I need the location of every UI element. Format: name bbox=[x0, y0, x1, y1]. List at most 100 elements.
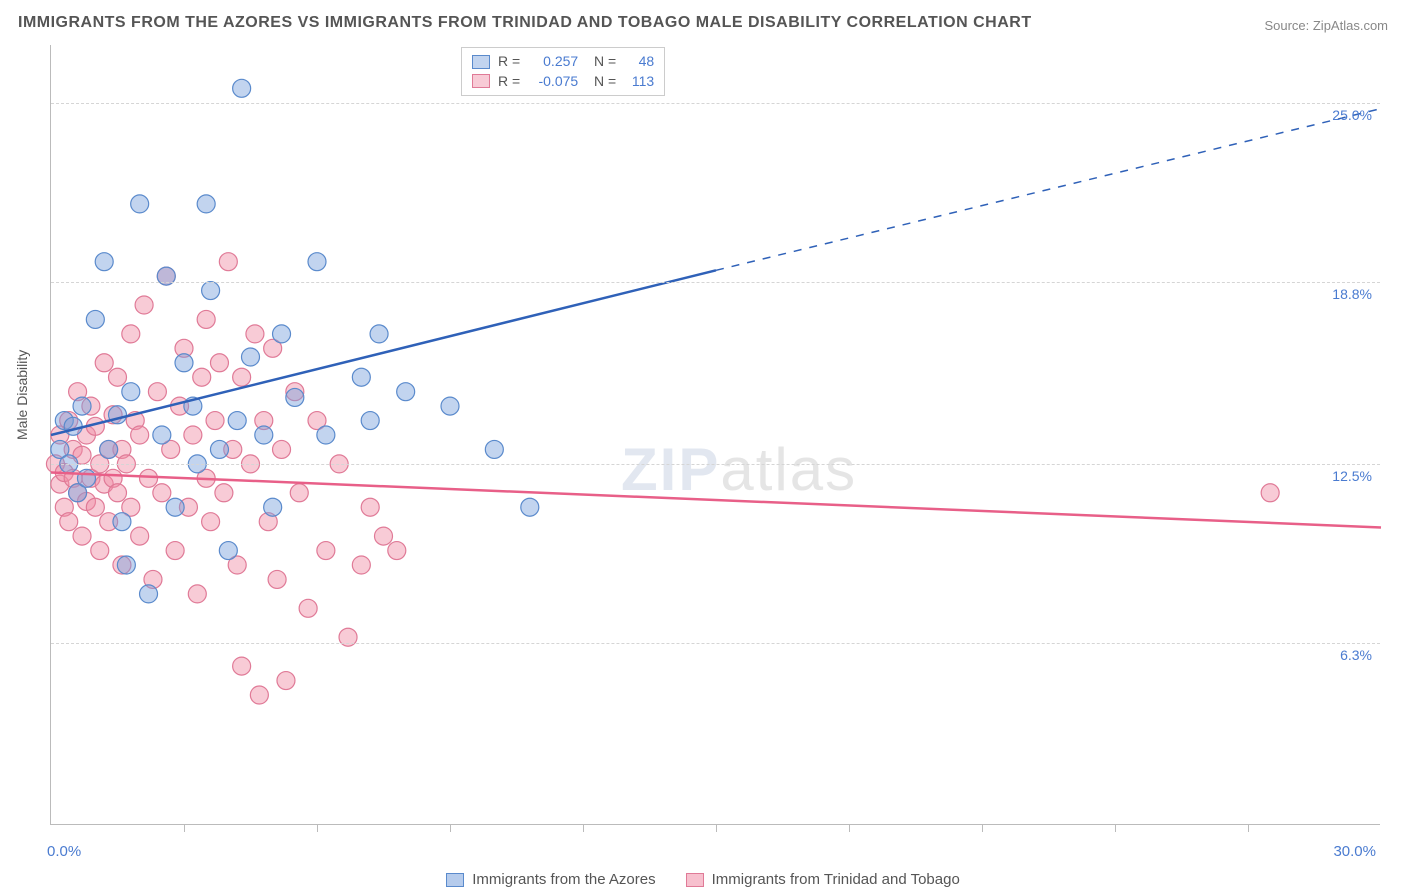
data-point bbox=[233, 79, 251, 97]
data-point bbox=[268, 570, 286, 588]
data-point bbox=[86, 310, 104, 328]
data-point bbox=[202, 513, 220, 531]
legend-r-label: R = bbox=[498, 52, 520, 72]
data-point bbox=[485, 440, 503, 458]
data-point bbox=[91, 542, 109, 560]
legend-n-label: N = bbox=[586, 52, 616, 72]
data-point bbox=[521, 498, 539, 516]
y-tick-label: 12.5% bbox=[1332, 468, 1372, 484]
gridline bbox=[51, 103, 1380, 104]
y-axis-title: Male Disability bbox=[14, 350, 30, 440]
bottom-swatch-a bbox=[446, 873, 464, 887]
data-point bbox=[140, 469, 158, 487]
data-point bbox=[197, 195, 215, 213]
legend-inset: R = 0.257 N = 48 R = -0.075 N = 113 bbox=[461, 47, 665, 96]
data-point bbox=[317, 426, 335, 444]
data-point bbox=[86, 498, 104, 516]
data-point bbox=[188, 585, 206, 603]
data-point bbox=[60, 513, 78, 531]
data-point bbox=[228, 412, 246, 430]
chart-title: IMMIGRANTS FROM THE AZORES VS IMMIGRANTS… bbox=[18, 14, 1032, 32]
plot-area: ZIPatlas R = 0.257 N = 48 R = -0.075 N =… bbox=[50, 45, 1380, 825]
data-point bbox=[140, 585, 158, 603]
data-point bbox=[388, 542, 406, 560]
data-point bbox=[113, 513, 131, 531]
data-point bbox=[219, 542, 237, 560]
legend-n-b: 113 bbox=[624, 72, 654, 92]
data-point bbox=[352, 368, 370, 386]
x-start-label: 0.0% bbox=[47, 843, 81, 860]
data-point bbox=[233, 657, 251, 675]
source-attribution: Source: ZipAtlas.com bbox=[1264, 18, 1388, 33]
data-point bbox=[397, 383, 415, 401]
data-point bbox=[109, 368, 127, 386]
data-point bbox=[308, 253, 326, 271]
x-tick bbox=[716, 824, 717, 832]
legend-swatch-a bbox=[472, 55, 490, 69]
data-point bbox=[131, 527, 149, 545]
data-point bbox=[166, 542, 184, 560]
data-point bbox=[242, 348, 260, 366]
data-point bbox=[215, 484, 233, 502]
chart-svg bbox=[51, 45, 1380, 824]
data-point bbox=[184, 426, 202, 444]
data-point bbox=[286, 388, 304, 406]
data-point bbox=[361, 412, 379, 430]
bottom-legend-a: Immigrants from the Azores bbox=[446, 871, 655, 888]
data-point bbox=[175, 354, 193, 372]
x-tick bbox=[184, 824, 185, 832]
data-point bbox=[131, 195, 149, 213]
data-point bbox=[246, 325, 264, 343]
data-point bbox=[441, 397, 459, 415]
data-point bbox=[273, 440, 291, 458]
legend-n-label: N = bbox=[586, 72, 616, 92]
gridline bbox=[51, 282, 1380, 283]
data-point bbox=[109, 484, 127, 502]
data-point bbox=[375, 527, 393, 545]
data-point bbox=[166, 498, 184, 516]
bottom-legend-b: Immigrants from Trinidad and Tobago bbox=[686, 871, 960, 888]
data-point bbox=[193, 368, 211, 386]
data-point bbox=[250, 686, 268, 704]
data-point bbox=[352, 556, 370, 574]
data-point bbox=[290, 484, 308, 502]
data-point bbox=[153, 484, 171, 502]
data-point bbox=[255, 426, 273, 444]
data-point bbox=[1261, 484, 1279, 502]
data-point bbox=[210, 440, 228, 458]
y-tick-label: 18.8% bbox=[1332, 286, 1372, 302]
data-point bbox=[219, 253, 237, 271]
x-tick bbox=[849, 824, 850, 832]
data-point bbox=[273, 325, 291, 343]
data-point bbox=[77, 469, 95, 487]
legend-r-label: R = bbox=[498, 72, 520, 92]
x-tick bbox=[583, 824, 584, 832]
data-point bbox=[299, 599, 317, 617]
x-tick bbox=[1115, 824, 1116, 832]
data-point bbox=[73, 527, 91, 545]
legend-swatch-b bbox=[472, 74, 490, 88]
data-point bbox=[64, 417, 82, 435]
regression-line bbox=[51, 270, 716, 435]
legend-r-b: -0.075 bbox=[528, 72, 578, 92]
data-point bbox=[95, 253, 113, 271]
data-point bbox=[361, 498, 379, 516]
data-point bbox=[131, 426, 149, 444]
data-point bbox=[370, 325, 388, 343]
data-point bbox=[95, 354, 113, 372]
x-tick bbox=[317, 824, 318, 832]
bottom-label-a: Immigrants from the Azores bbox=[472, 871, 655, 888]
x-tick bbox=[450, 824, 451, 832]
bottom-label-b: Immigrants from Trinidad and Tobago bbox=[712, 871, 960, 888]
data-point bbox=[277, 672, 295, 690]
data-point bbox=[264, 498, 282, 516]
data-point bbox=[210, 354, 228, 372]
data-point bbox=[153, 426, 171, 444]
y-tick-label: 25.0% bbox=[1332, 107, 1372, 123]
data-point bbox=[135, 296, 153, 314]
data-point bbox=[202, 282, 220, 300]
data-point bbox=[100, 440, 118, 458]
regression-line-extrapolated bbox=[716, 109, 1381, 271]
data-point bbox=[317, 542, 335, 560]
legend-row-b: R = -0.075 N = 113 bbox=[472, 72, 654, 92]
